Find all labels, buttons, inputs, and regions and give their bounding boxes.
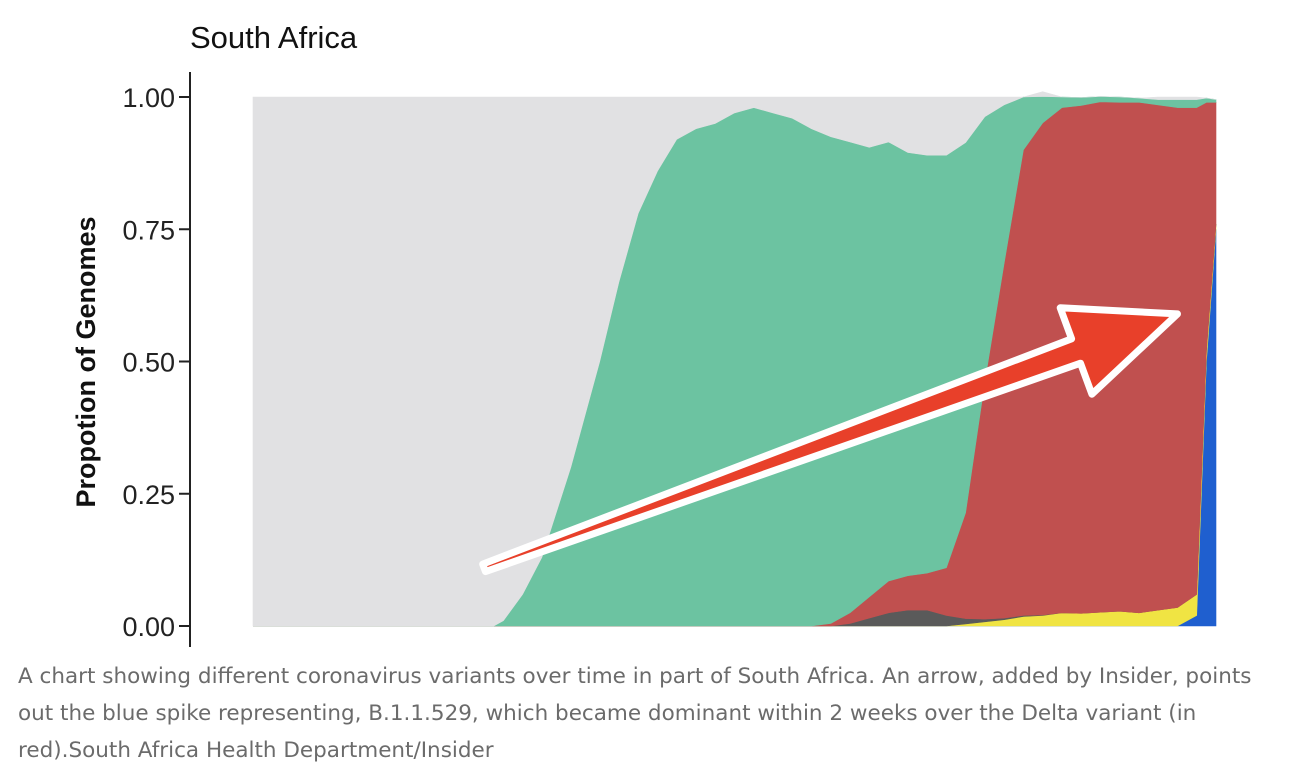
annotation-arrow — [479, 304, 1181, 576]
y-axis-label: Propotion of Genomes — [71, 216, 101, 507]
caption-text: A chart showing different coronavirus va… — [18, 664, 1252, 763]
y-tick-label: 0.75 — [122, 215, 175, 245]
variant-chart: South Africa Propotion of Genomes 0.00 0.… — [71, 20, 1217, 647]
y-tick-label: 0.00 — [122, 612, 175, 642]
stacked-areas — [252, 91, 1217, 627]
caption-credit: South Africa Health Department/Insider — [68, 738, 494, 763]
y-tick-label: 0.50 — [122, 348, 175, 378]
y-axis-ticks: 0.00 0.25 0.50 0.75 1.00 — [122, 83, 190, 642]
area-series-6 — [252, 91, 1217, 627]
y-tick-label: 0.25 — [122, 480, 175, 510]
figure-caption: A chart showing different coronavirus va… — [18, 658, 1288, 769]
y-tick-label: 1.00 — [122, 83, 175, 113]
chart-title: South Africa — [190, 20, 358, 55]
arrow-shape — [479, 304, 1181, 576]
